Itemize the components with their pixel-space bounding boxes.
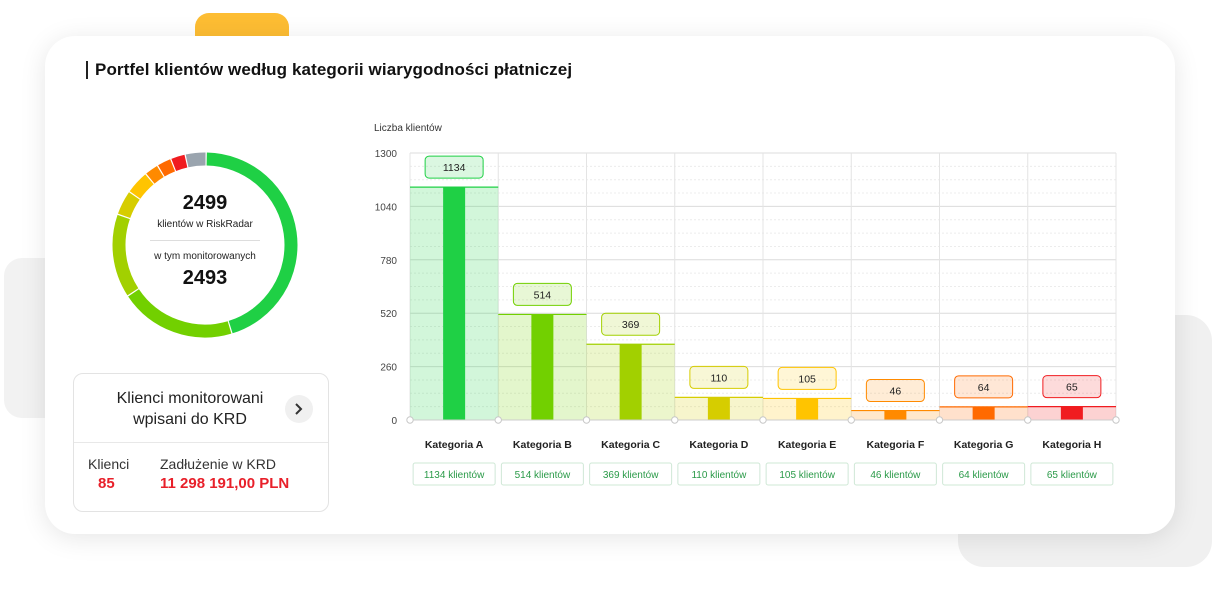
data-label: 514: [534, 289, 552, 301]
data-label-box: [512, 282, 572, 306]
donut-segment-e: [129, 174, 154, 199]
count-label: 369 klientów: [603, 470, 659, 481]
x-tick-label: Kategoria B: [513, 439, 572, 451]
data-label: 105: [798, 373, 816, 385]
data-label: 46: [890, 386, 902, 398]
donut-segment-b: [128, 289, 232, 338]
krd-debt-label: Zadłużenie w KRD: [160, 456, 276, 472]
krd-clients-value: 85: [98, 475, 115, 492]
donut-monitored: 2493: [182, 267, 228, 289]
chevron-right-icon[interactable]: [285, 395, 313, 423]
donut-segment-g: [158, 159, 176, 177]
data-label: 369: [622, 319, 640, 331]
x-tick-label: Kategoria D: [689, 439, 748, 451]
krd-debt-value: 11 298 191,00 PLN: [160, 475, 290, 492]
data-label-box: [954, 375, 1014, 399]
y-tick-label: 0: [391, 416, 397, 427]
x-tick-label: Kategoria E: [778, 439, 836, 451]
baseline-marker: [1112, 416, 1120, 424]
bar: [619, 344, 642, 420]
data-label: 110: [711, 372, 728, 384]
y-tick-label: 260: [380, 363, 397, 374]
y-tick-label: 1040: [375, 202, 398, 213]
donut-divider: [150, 240, 260, 241]
baseline-marker: [759, 416, 767, 424]
baseline-marker: [406, 416, 414, 424]
baseline-marker: [582, 416, 591, 424]
data-label-box: [777, 366, 837, 390]
data-label: 1134: [443, 162, 466, 174]
donut-segment-f: [146, 165, 164, 184]
card-title: Portfel klientów według kategorii wiaryg…: [95, 60, 573, 79]
count-label: 1134 klientów: [424, 470, 485, 481]
donut-segment-d: [117, 192, 140, 219]
count-label: 514 klientów: [515, 470, 571, 481]
baseline-marker: [494, 416, 502, 424]
baseline-marker: [1024, 416, 1032, 424]
count-badge: [677, 462, 761, 486]
x-tick-label: Kategoria H: [1042, 439, 1101, 451]
data-label: 64: [978, 382, 990, 394]
x-tick-label: Kategoria G: [954, 439, 1014, 451]
data-label-box: [601, 312, 661, 336]
count-label: 64 klientów: [959, 470, 1010, 481]
count-badge: [853, 462, 937, 486]
y-tick-label: 1300: [375, 149, 398, 160]
bar: [796, 398, 819, 420]
count-badge: [1030, 462, 1114, 486]
count-label: 46 klientów: [870, 470, 921, 481]
bar: [443, 187, 466, 420]
count-label: 105 klientów: [779, 470, 835, 481]
portfolio-donut-chart: [112, 152, 298, 338]
donut-total-label: klientów w RiskRadar: [157, 219, 253, 230]
count-label: 65 klientów: [1047, 470, 1098, 481]
baseline-marker: [935, 416, 944, 424]
donut-segment-c: [112, 214, 139, 296]
krd-title: Klienci monitorowani wpisani do KRD: [116, 390, 264, 428]
donut-segment-other: [185, 152, 206, 168]
data-label-box: [865, 379, 925, 403]
donut-segment-a: [206, 152, 298, 334]
krd-clients-label: Klienci: [88, 456, 130, 472]
data-label: 65: [1066, 382, 1078, 394]
data-label-box: [689, 365, 749, 389]
donut-total: 2499: [182, 192, 228, 214]
bar: [884, 410, 907, 420]
donut-segment-h: [171, 154, 188, 171]
bar: [531, 314, 554, 420]
x-tick-label: Kategoria F: [866, 439, 924, 451]
y-tick-label: 780: [380, 256, 397, 267]
count-label: 110 klientów: [691, 470, 747, 481]
count-badge: [412, 462, 496, 486]
x-tick-label: Kategoria C: [601, 439, 660, 451]
x-tick-label: Kategoria A: [425, 439, 484, 451]
donut-monitored-label: w tym monitorowanych: [154, 251, 256, 262]
data-label-box: [1042, 375, 1102, 399]
y-tick-label: 520: [380, 309, 397, 320]
y-axis-label: Liczba klientów: [374, 123, 443, 134]
title-accent-bar: [86, 61, 88, 79]
bar: [707, 397, 730, 420]
count-badge: [500, 462, 584, 486]
bar: [1060, 406, 1083, 420]
count-badge: [765, 462, 849, 486]
data-label-box: [424, 155, 484, 179]
krd-summary-card[interactable]: Klienci monitorowani wpisani do KRD Klie…: [73, 373, 329, 512]
baseline-marker: [671, 416, 679, 424]
krd-divider: [74, 442, 328, 443]
count-badge: [942, 462, 1026, 486]
bar: [972, 406, 995, 420]
baseline-marker: [847, 416, 855, 424]
count-badge: [589, 462, 673, 486]
